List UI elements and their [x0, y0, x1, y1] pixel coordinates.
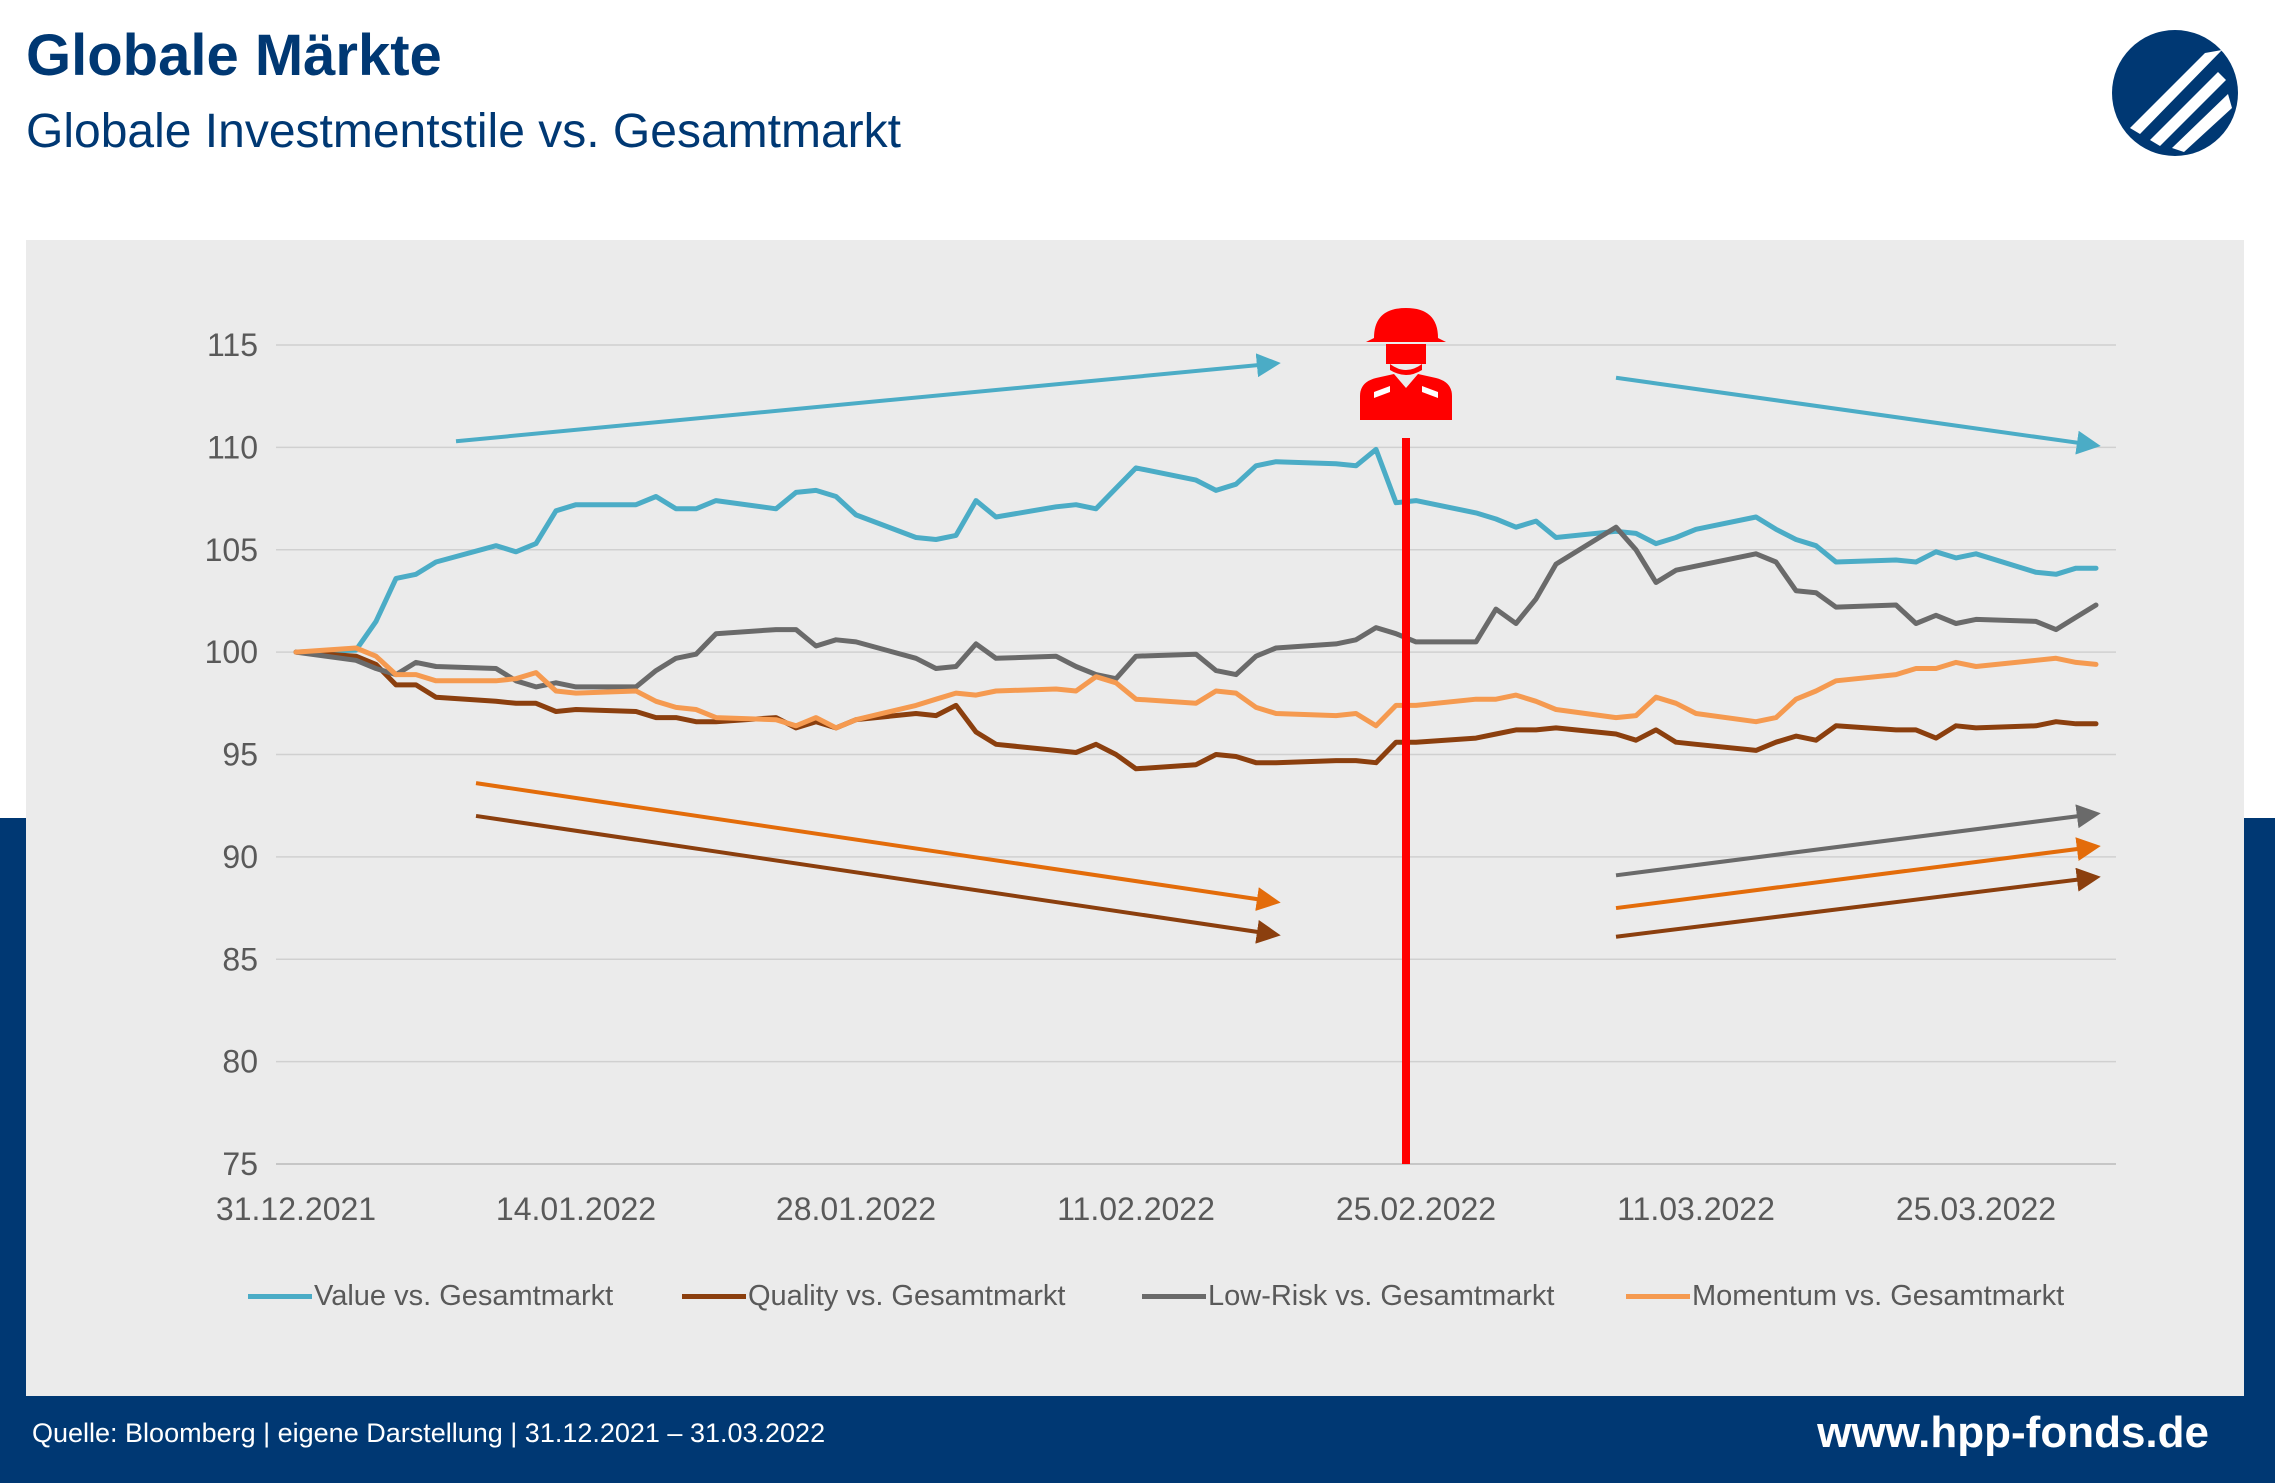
chart-panel: 75 80 85 90 95 100 105 110 115 31.12.2021 14.01.20… — [26, 240, 2244, 1396]
trend-arrow-quality-before — [475, 813, 1281, 944]
x-tick-label: 11.03.2022 — [1617, 1191, 1775, 1227]
legend-item-momentum: Momentum vs. Gesamtmarkt — [1626, 1280, 2064, 1313]
x-tick-label: 11.02.2022 — [1057, 1191, 1215, 1227]
line-chart: 75 80 85 90 95 100 105 110 115 31.12.2021 14.01.20… — [205, 308, 2116, 1227]
source-note: Quelle: Bloomberg | eigene Darstellung |… — [32, 1418, 826, 1448]
y-tick-label: 100 — [205, 634, 258, 670]
y-tick-label: 80 — [222, 1044, 258, 1080]
legend-swatch — [1142, 1294, 1206, 1299]
x-tick-label: 14.01.2022 — [496, 1191, 656, 1227]
y-tick-label: 95 — [222, 737, 258, 773]
legend-item-quality: Quality vs. Gesamtmarkt — [682, 1280, 1065, 1313]
series-line-momentum — [293, 645, 2099, 731]
trend-arrow-value-after — [1615, 375, 2101, 455]
legend-label: Quality vs. Gesamtmarkt — [748, 1280, 1066, 1312]
series-line-value — [293, 446, 2099, 655]
legend-swatch — [682, 1294, 746, 1299]
trend-arrow-lowrisk-after — [1615, 804, 2101, 878]
x-tick-label: 31.12.2021 — [216, 1191, 376, 1227]
y-tick-label: 105 — [205, 532, 258, 568]
series-line-quality — [293, 649, 2099, 772]
x-tick-label: 28.01.2022 — [776, 1191, 936, 1227]
legend-item-value: Value vs. Gesamtmarkt — [248, 1280, 613, 1313]
y-tick-label: 110 — [207, 429, 258, 465]
trend-arrow-quality-after — [1615, 867, 2101, 939]
page-subtitle: Globale Investmentstile vs. Gesamtmarkt — [26, 105, 901, 158]
y-tick-label: 115 — [207, 327, 258, 363]
y-tick-label: 90 — [222, 839, 258, 875]
legend-label: Momentum vs. Gesamtmarkt — [1692, 1280, 2065, 1312]
x-tick-label: 25.03.2022 — [1896, 1191, 2056, 1227]
trend-arrow-momentum-before — [475, 781, 1281, 911]
trend-arrow-value-before — [455, 353, 1281, 444]
legend-label: Low-Risk vs. Gesamtmarkt — [1208, 1280, 1555, 1312]
y-tick-label: 85 — [222, 941, 258, 977]
legend-label: Value vs. Gesamtmarkt — [314, 1280, 614, 1312]
legend-swatch — [1626, 1294, 1690, 1299]
chart-legend: Value vs. Gesamtmarkt Quality vs. Gesamtm… — [26, 1280, 2244, 1330]
soldier-icon — [1360, 308, 1452, 420]
x-tick-label: 25.02.2022 — [1336, 1191, 1496, 1227]
series-line-lowrisk — [293, 524, 2099, 690]
hpp-logo-icon — [2112, 30, 2238, 156]
y-tick-label: 75 — [222, 1146, 258, 1182]
trend-arrow-momentum-after — [1615, 837, 2101, 911]
page-title: Globale Märkte — [26, 23, 442, 88]
website-link[interactable]: www.hpp-fonds.de — [1817, 1408, 2209, 1457]
legend-swatch — [248, 1294, 312, 1299]
legend-item-lowrisk: Low-Risk vs. Gesamtmarkt — [1142, 1280, 1554, 1313]
